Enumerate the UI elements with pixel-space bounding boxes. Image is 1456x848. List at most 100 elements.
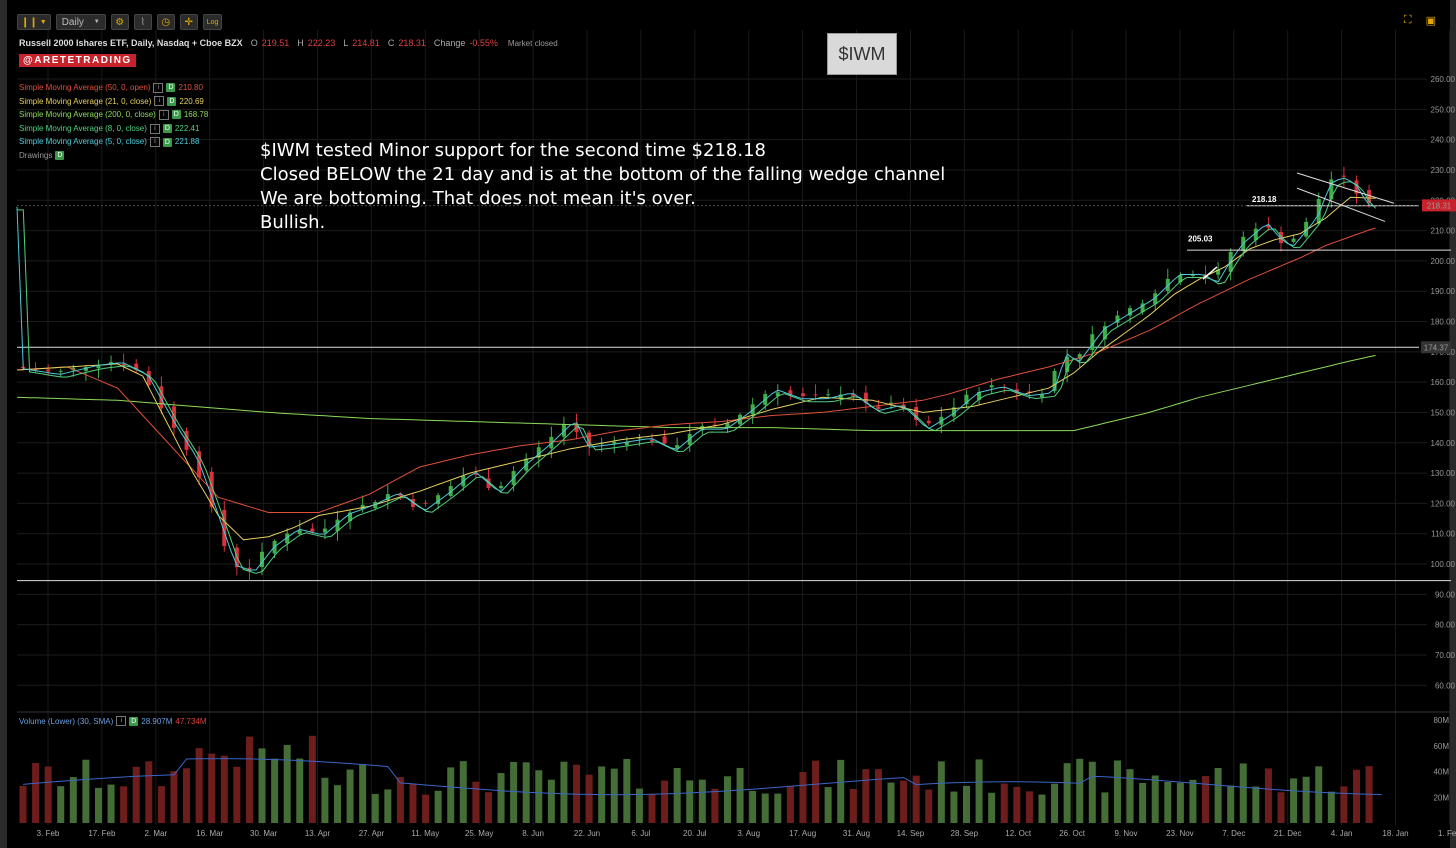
drawings-row[interactable]: Drawings D — [19, 149, 208, 163]
x-tick-label: 23. Nov — [1166, 829, 1194, 838]
volume-bar — [1038, 794, 1046, 823]
x-tick-label: 4. Jan — [1331, 829, 1353, 838]
y-tick-label: 130.00 — [1431, 469, 1456, 478]
visibility-icon[interactable]: D — [55, 151, 65, 161]
camera-icon[interactable]: ▣ — [1425, 15, 1436, 27]
volume-tick-label: 40M — [1433, 768, 1449, 777]
chevron-down-icon: ▼ — [39, 18, 47, 26]
y-tick-label: 180.00 — [1431, 318, 1456, 327]
indicators-button[interactable]: ⌇ — [133, 14, 152, 30]
candle-body — [121, 364, 126, 366]
info-icon[interactable]: i — [149, 123, 160, 134]
level-price-tag — [1421, 341, 1451, 354]
candle-body — [587, 432, 592, 446]
crosshair-icon: ✛ — [184, 16, 193, 28]
volume-bar — [1214, 767, 1222, 823]
volume-bar — [308, 735, 316, 823]
indicator-row[interactable]: Simple Moving Average (5, 0, close) i D 221… — [19, 135, 208, 149]
volume-bar — [497, 773, 505, 823]
candle-body — [876, 406, 881, 409]
candle-body — [322, 528, 327, 533]
volume-bar — [799, 772, 807, 823]
symbol-header: Russell 2000 Ishares ETF, Daily, Nasdaq … — [19, 38, 558, 48]
candle-body — [159, 386, 164, 409]
candle-body — [473, 473, 478, 475]
volume-bar — [1025, 791, 1033, 823]
visibility-icon[interactable]: D — [162, 137, 172, 147]
volume-bar — [1352, 769, 1360, 823]
visibility-icon[interactable]: D — [162, 124, 172, 134]
fullscreen-icon[interactable]: ⛶ — [1403, 14, 1412, 26]
volume-bar — [359, 764, 367, 823]
volume-bar — [1315, 766, 1323, 823]
y-tick-label: 210.00 — [1431, 227, 1456, 236]
log-scale-button[interactable]: Log — [202, 14, 223, 30]
volume-bar — [120, 786, 128, 823]
volume-bar — [1252, 786, 1260, 823]
volume-bar — [623, 758, 631, 823]
x-tick-label: 16. Mar — [196, 829, 223, 838]
low-value: 214.81 — [352, 38, 380, 48]
y-tick-label: 80.00 — [1435, 621, 1456, 630]
y-tick-label: 140.00 — [1431, 439, 1456, 448]
candle-body — [1178, 275, 1183, 283]
volume-bar — [1164, 781, 1172, 823]
chart-type-button[interactable]: ❙❙ ▼ — [17, 14, 51, 30]
candle-body — [360, 504, 365, 510]
wedge-upper-line — [1296, 172, 1395, 204]
volume-bar — [1139, 782, 1147, 823]
sma-200-line — [16, 355, 1376, 432]
candle-body — [650, 439, 654, 442]
settings-button[interactable]: ⚙ — [110, 14, 129, 30]
y-tick-label: 250.00 — [1431, 105, 1456, 114]
x-tick-label: 22. Jun — [574, 829, 600, 838]
visibility-icon[interactable]: D — [129, 716, 139, 726]
volume-bar — [1101, 792, 1109, 823]
candle-body — [989, 385, 994, 388]
candle-body — [951, 407, 956, 417]
volume-bar — [673, 768, 681, 823]
candle-body — [109, 362, 114, 364]
visibility-icon[interactable]: D — [167, 96, 177, 106]
candle-body — [826, 394, 831, 396]
candle-body — [134, 363, 139, 370]
candle-body — [800, 393, 805, 397]
info-icon[interactable]: i — [154, 96, 165, 107]
visibility-icon[interactable]: D — [166, 83, 176, 93]
crosshair-button[interactable]: ✛ — [179, 14, 198, 30]
info-icon[interactable]: i — [153, 82, 164, 93]
candle-body — [1115, 315, 1120, 323]
price-chart[interactable]: 260.00250.00240.00230.00220.00210.00200.… — [7, 0, 1456, 848]
indicator-row[interactable]: Simple Moving Average (8, 0, close) i D 222… — [19, 122, 208, 136]
candle-body — [914, 407, 919, 420]
volume-bar — [220, 755, 228, 823]
candle-body — [83, 367, 88, 371]
interval-select[interactable]: Daily ▼ — [55, 14, 106, 30]
candle-body — [1341, 175, 1346, 177]
volume-bar — [786, 786, 794, 823]
volume-tick-label: 80M — [1433, 716, 1449, 725]
info-icon[interactable]: i — [116, 716, 127, 726]
volume-bar — [132, 766, 140, 823]
volume-bar — [434, 790, 442, 823]
candle-body — [926, 420, 931, 424]
volume-tick-label: 60M — [1433, 742, 1449, 751]
candle-body — [436, 495, 441, 504]
indicator-row[interactable]: Simple Moving Average (200, 0, close) i D 1… — [19, 108, 208, 122]
indicator-row[interactable]: Simple Moving Average (21, 0, close) i D 22… — [19, 95, 208, 109]
volume-bar — [1189, 779, 1197, 823]
volume-bar — [1340, 786, 1348, 823]
history-button[interactable]: ◷ — [156, 14, 175, 30]
info-icon[interactable]: i — [158, 109, 169, 120]
visibility-icon[interactable]: D — [171, 110, 181, 120]
volume-bar — [900, 780, 908, 823]
indicator-row[interactable]: Simple Moving Average (50, 0, open) i D 210… — [19, 81, 208, 95]
x-tick-label: 3. Aug — [737, 829, 760, 838]
gear-icon: ⚙ — [115, 16, 125, 28]
volume-bar — [698, 779, 706, 823]
volume-bar — [937, 761, 945, 823]
volume-bar — [1000, 783, 1008, 823]
y-tick-label: 190.00 — [1431, 287, 1456, 296]
info-icon[interactable]: i — [149, 137, 160, 148]
volume-bar — [107, 784, 115, 823]
